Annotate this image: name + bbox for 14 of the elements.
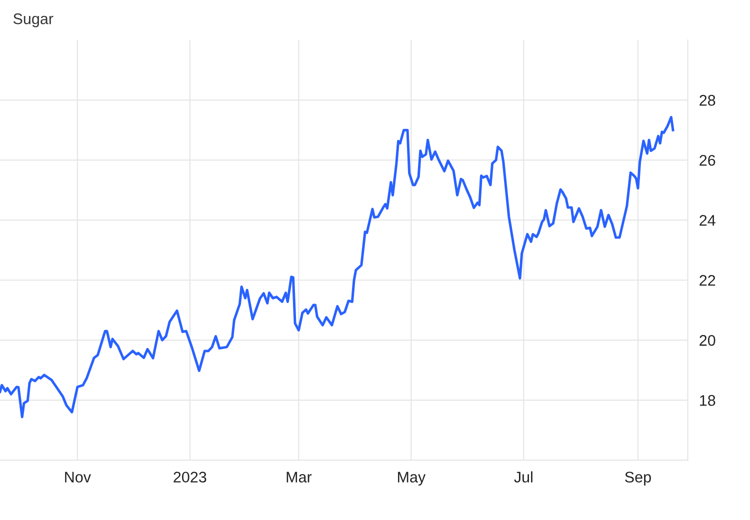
x-tick-label: May bbox=[398, 472, 426, 486]
x-tick-label: Sep bbox=[625, 472, 651, 486]
y-tick-label: 18 bbox=[700, 395, 716, 406]
y-tick-label: 28 bbox=[700, 94, 716, 106]
x-tick-label: Mar bbox=[286, 472, 312, 483]
chart-title: Sugar bbox=[13, 13, 54, 28]
x-tick-label: Nov bbox=[65, 472, 91, 483]
x-tick-label: 2023 bbox=[174, 472, 206, 483]
y-tick-label: 22 bbox=[700, 275, 716, 286]
y-tick-label: 26 bbox=[700, 154, 716, 166]
line-series bbox=[0, 116, 674, 418]
y-tick-label: 24 bbox=[700, 214, 716, 226]
y-tick-label: 20 bbox=[700, 335, 716, 346]
x-tick-label: Jul bbox=[514, 471, 532, 483]
